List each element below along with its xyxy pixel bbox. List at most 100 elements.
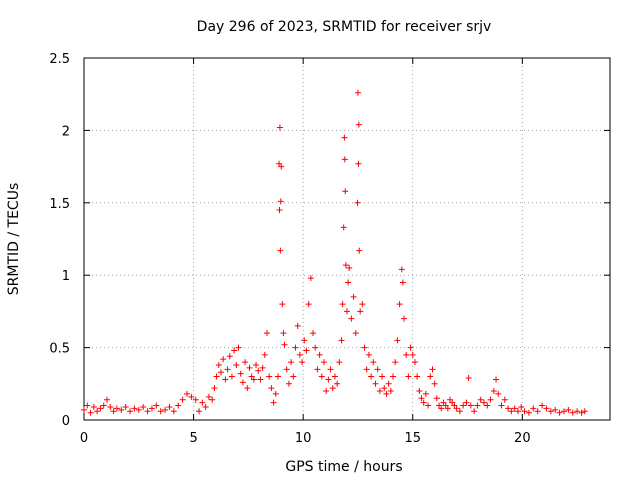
data-point [354,89,361,96]
data-point [355,160,362,167]
data-point [246,364,253,371]
data-point [431,380,438,387]
data-point [354,199,361,206]
data-point [414,373,421,380]
data-point [277,247,284,254]
data-point [215,361,222,368]
data-point [480,399,487,406]
data-point [107,403,114,410]
data-point [127,408,134,415]
data-point [261,351,268,358]
data-point [144,408,151,415]
data-point [356,247,363,254]
data-point [292,344,299,351]
data-point [340,224,347,231]
data-point [288,359,295,366]
data-point [460,402,467,409]
data-point [175,402,182,409]
data-point [90,403,97,410]
data-point [231,347,238,354]
data-point [484,402,491,409]
data-point [318,373,325,380]
data-point [565,406,572,413]
data-point [228,373,235,380]
data-point [518,403,525,410]
data-point [270,399,277,406]
data-point [157,408,164,415]
data-point [383,390,390,397]
data-point [224,366,231,373]
data-point [310,330,317,337]
data-point [162,406,169,413]
x-tick-label: 0 [80,431,88,446]
data-point [312,344,319,351]
data-point [220,356,227,363]
data-point [405,373,412,380]
data-point [294,322,301,329]
data-point [368,373,375,380]
data-point [276,124,283,131]
data-point [242,359,249,366]
data-point [346,264,353,271]
data-point [338,337,345,344]
x-axis-label: GPS time / hours [285,459,402,475]
data-point [277,198,284,205]
data-point [279,301,286,308]
data-point [341,134,348,141]
y-tick-label: 1 [62,269,70,284]
data-point [237,370,244,377]
data-point [316,351,323,358]
data-point [257,376,264,383]
data-point [196,408,203,415]
data-point [323,388,330,395]
plot-frame [83,57,611,421]
data-point [100,402,107,409]
data-point [511,405,518,412]
data-point [331,373,338,380]
data-point [104,396,111,403]
data-point [184,390,191,397]
data-point [199,399,206,406]
y-tick-label: 2 [62,124,70,139]
data-point [433,395,440,402]
data-point [365,351,372,358]
data-point [376,388,383,395]
data-point [209,396,216,403]
data-point [188,393,195,400]
data-point [467,402,474,409]
data-point [438,405,445,412]
y-tick-label: 0.5 [49,342,70,357]
data-point [425,402,432,409]
data-point [255,367,262,374]
data-point [239,379,246,386]
data-point [534,408,541,415]
data-point [274,373,281,380]
data-point [233,361,240,368]
data-point [505,405,512,412]
data-point [280,330,287,337]
data-point [379,373,386,380]
data-point [409,351,416,358]
data-point [336,359,343,366]
data-point [569,409,576,416]
data-point [268,385,275,392]
data-point [301,337,308,344]
data-point [578,409,585,416]
data-point [153,402,160,409]
data-point [574,408,581,415]
data-point [166,403,173,410]
data-point [530,405,537,412]
data-point [211,385,218,392]
data-point [122,403,129,410]
data-point [342,188,349,195]
data-point [490,388,497,395]
data-point [418,395,425,402]
data-point [416,388,423,395]
data-point [250,376,257,383]
data-points [81,89,588,416]
data-point [398,266,405,273]
data-point [345,279,352,286]
data-point [370,359,377,366]
data-point [344,308,350,315]
